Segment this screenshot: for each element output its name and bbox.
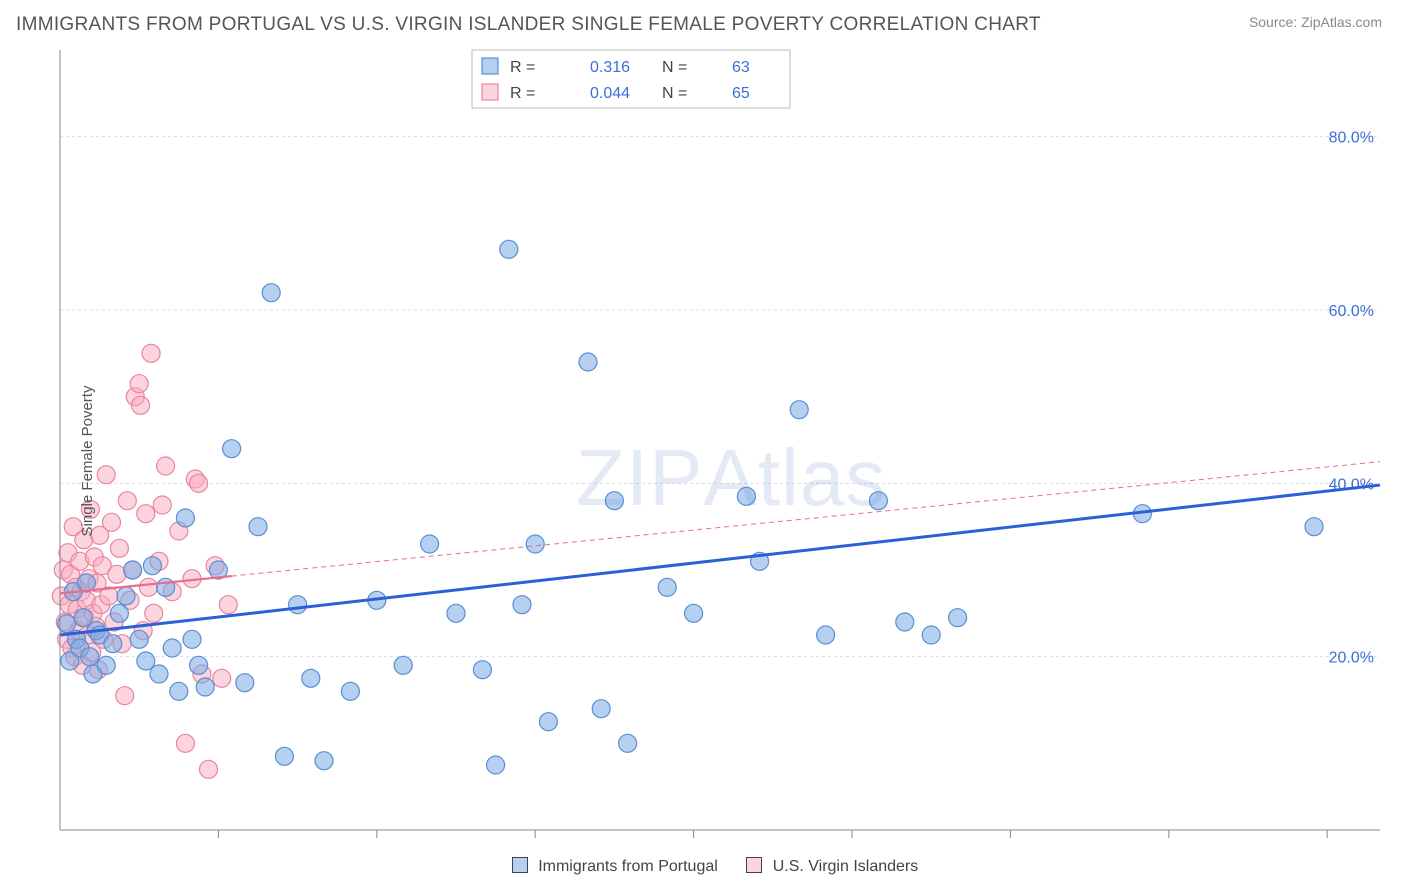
svg-text:80.0%: 80.0%	[1329, 130, 1374, 147]
svg-text:N =: N =	[662, 59, 687, 76]
legend-swatch-blue	[512, 857, 528, 873]
svg-text:63: 63	[732, 59, 750, 76]
source-name: ZipAtlas.com	[1301, 14, 1382, 30]
svg-text:R =: R =	[510, 85, 535, 102]
source-label: Source:	[1249, 14, 1301, 30]
source-attribution: Source: ZipAtlas.com	[1249, 14, 1382, 30]
svg-text:R =: R =	[510, 59, 535, 76]
svg-text:N =: N =	[662, 85, 687, 102]
y-axis-label: Single Female Poverty	[79, 386, 96, 537]
legend-swatch-pink	[746, 857, 762, 873]
footer-legend: Immigrants from Portugal U.S. Virgin Isl…	[16, 857, 1390, 876]
svg-text:65: 65	[732, 85, 750, 102]
scatter-chart: 20.0%40.0%60.0%80.0%0.0%20.0%R =0.316N =…	[16, 42, 1390, 842]
legend-label-pink: U.S. Virgin Islanders	[773, 858, 919, 875]
svg-text:60.0%: 60.0%	[1329, 303, 1374, 320]
chart-container: Single Female Poverty ZIPAtlas 20.0%40.0…	[16, 42, 1390, 880]
legend-label-blue: Immigrants from Portugal	[538, 858, 718, 875]
chart-title: IMMIGRANTS FROM PORTUGAL VS U.S. VIRGIN …	[16, 14, 1041, 36]
svg-text:20.0%: 20.0%	[1329, 650, 1374, 667]
header-bar: IMMIGRANTS FROM PORTUGAL VS U.S. VIRGIN …	[0, 0, 1406, 36]
svg-text:0.316: 0.316	[590, 59, 630, 76]
svg-text:0.044: 0.044	[590, 85, 630, 102]
